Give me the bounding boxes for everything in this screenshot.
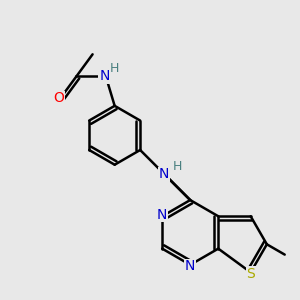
Text: O: O (53, 92, 64, 106)
Text: N: N (158, 167, 169, 182)
Text: N: N (185, 259, 195, 273)
Text: N: N (157, 208, 167, 222)
Text: S: S (246, 267, 255, 281)
Text: H: H (173, 160, 182, 173)
Text: N: N (99, 69, 110, 83)
Text: H: H (110, 61, 119, 75)
